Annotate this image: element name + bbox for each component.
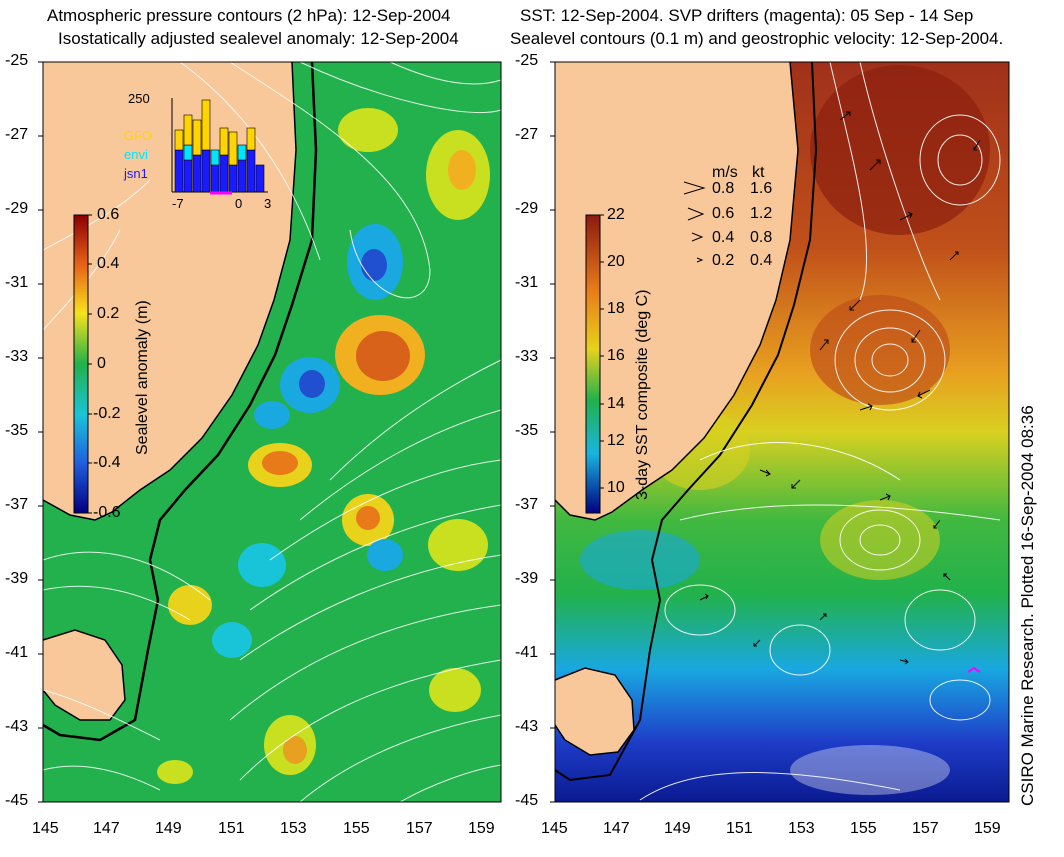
velocity-legend-ms: 0.6 [712,205,735,222]
sst-colorbar-tick: 20 [607,253,625,270]
sla-colorbar-tick: 0.6 [97,206,120,223]
lat-tick: -31 [515,274,539,291]
velocity-legend-ms: 0.8 [712,180,735,197]
lon-tick: 151 [218,820,245,837]
lon-tick: 155 [343,820,370,837]
lat-tick: -31 [5,274,29,291]
lat-tick: -37 [515,496,539,513]
pass-count-inset [171,98,268,195]
lon-tick: 145 [541,820,568,837]
sla-colorbar-tick: 0.2 [97,305,120,322]
lat-tick: -39 [5,570,29,587]
velocity-legend-kt: 0.4 [750,252,773,269]
lon-tick: 151 [726,820,753,837]
lat-tick: -35 [5,422,29,439]
sla-map [42,61,502,803]
sla-colorbar-tick: -0.6 [93,504,121,521]
sst-colorbar-tick: 12 [607,432,625,449]
inset-xtick: 0 [235,196,243,211]
lat-tick: -33 [515,348,539,365]
lat-tick: -39 [515,570,539,587]
sst-colorbar-tick: 10 [607,479,625,496]
inset-legend-jsn1: jsn1 [124,166,148,181]
lat-tick: -25 [515,52,539,69]
sla-colorbar-tick: -0.4 [93,454,121,471]
lat-tick: -37 [5,496,29,513]
velocity-legend-kt: 0.8 [750,229,773,246]
lon-tick: 147 [93,820,120,837]
lat-tick: -41 [515,644,539,661]
sst-colorbar-tick: 16 [607,347,625,364]
lon-tick: 145 [32,820,59,837]
lon-tick: 149 [155,820,182,837]
lon-tick: 153 [788,820,815,837]
velocity-legend-header-kt: kt [752,164,765,181]
lat-tick: -27 [515,126,539,143]
lon-tick: 147 [603,820,630,837]
sst-colorbar-label: 3-day SST composite (deg C) [634,289,651,500]
velocity-legend-ms: 0.4 [712,229,735,246]
lat-tick: -45 [515,792,539,809]
velocity-legend-ms: 0.2 [712,252,735,269]
lon-tick: 157 [406,820,433,837]
lon-tick: 153 [280,820,307,837]
right-title-line1: SST: 12-Sep-2004. SVP drifters (magenta)… [520,6,974,25]
velocity-legend-arrows [683,181,706,263]
lat-tick: -43 [515,718,539,735]
sla-colorbar-tick: 0.4 [97,255,120,272]
sst-colorbar-tick: 14 [607,395,625,412]
sla-colorbar-tick: -0.2 [93,405,121,422]
lat-tick: -29 [5,200,29,217]
credit-text: CSIRO Marine Research. Plotted 16-Sep-20… [1018,405,1037,806]
inset-legend-envi: envi [124,147,148,162]
left-title-line1: Atmospheric pressure contours (2 hPa): 1… [47,6,451,25]
sst-colorbar-tick: 22 [607,206,625,223]
lon-tick: 159 [468,820,495,837]
lon-tick: 157 [912,820,939,837]
left-title-line2: Isostatically adjusted sealevel anomaly:… [58,29,459,48]
lat-tick: -35 [515,422,539,439]
lat-tick: -29 [515,200,539,217]
velocity-legend-header-ms: m/s [712,164,738,181]
lat-tick: -33 [5,348,29,365]
inset-ymax-label: 250 [128,91,150,106]
lat-tick: -43 [5,718,29,735]
lon-tick: 159 [974,820,1001,837]
lat-tick: -27 [5,126,29,143]
velocity-legend-kt: 1.6 [750,180,773,197]
inset-legend-gfo: GFO [124,128,153,143]
lat-tick: -45 [5,792,29,809]
sla-colorbar-label: Sealevel anomaly (m) [134,300,151,455]
sla-colorbar [73,214,89,514]
inset-xtick: -7 [172,196,184,211]
right-title-line2: Sealevel contours (0.1 m) and geostrophi… [510,29,1004,48]
lon-tick: 149 [664,820,691,837]
inset-xtick: 3 [264,196,272,211]
lat-tick: -41 [5,644,29,661]
sst-colorbar [585,214,601,514]
sst-map [554,61,1010,803]
velocity-legend-kt: 1.2 [750,205,773,222]
lat-tick: -25 [5,52,29,69]
sla-colorbar-tick: 0 [97,355,106,372]
sst-colorbar-tick: 18 [607,300,625,317]
lon-tick: 155 [850,820,877,837]
